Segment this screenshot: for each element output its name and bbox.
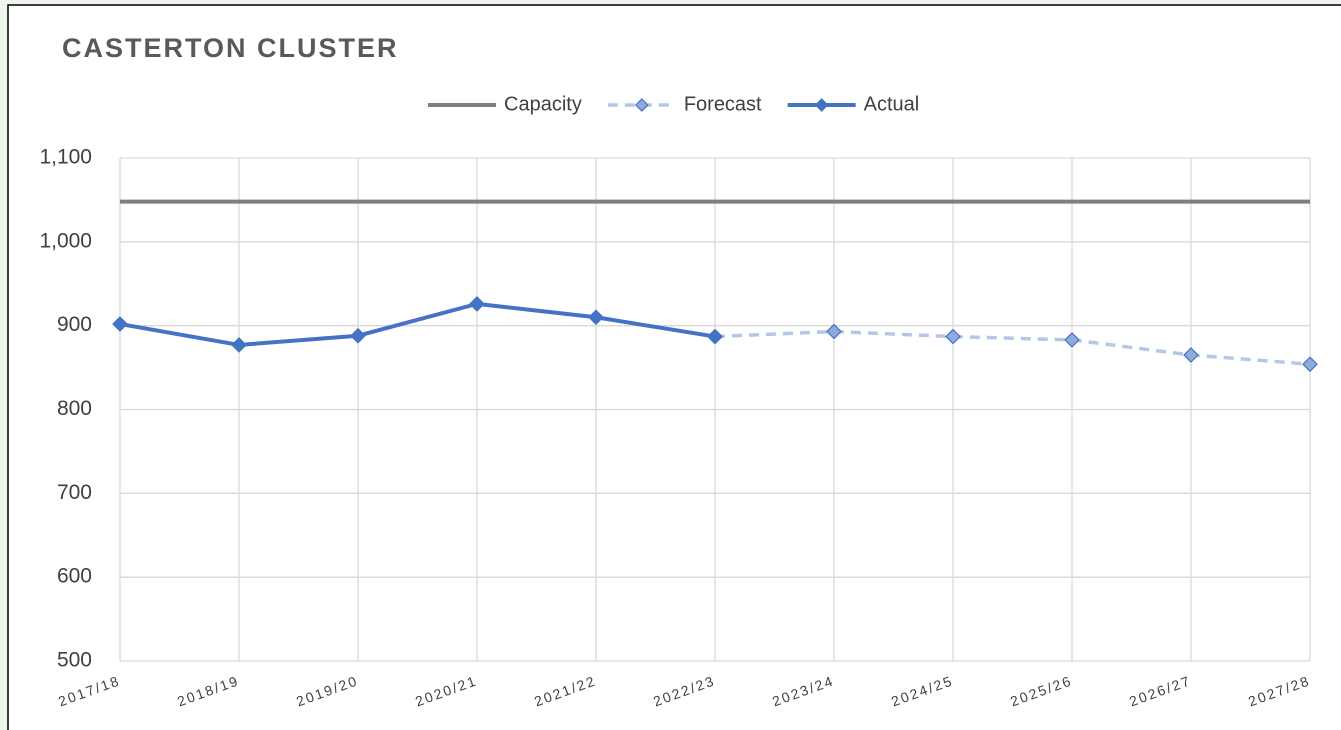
y-tick-label: 800	[57, 397, 92, 420]
chart-frame	[7, 4, 1341, 730]
legend-label: Actual	[864, 93, 920, 115]
series-marker	[826, 323, 842, 340]
series-marker	[469, 296, 485, 312]
series-marker	[588, 309, 604, 326]
series-marker	[350, 327, 366, 344]
y-tick-label: 700	[57, 481, 92, 504]
y-tick-label: 600	[57, 565, 92, 588]
series-marker	[1064, 332, 1080, 348]
y-tick-label: 1,100	[39, 146, 92, 169]
series-line	[119, 301, 716, 347]
series-marker	[707, 328, 723, 345]
series-marker	[1183, 347, 1199, 363]
y-tick-label: 900	[57, 313, 92, 336]
series-marker	[231, 337, 247, 353]
series-line	[714, 329, 1311, 366]
y-tick-label: 1,000	[39, 229, 92, 252]
legend-label: Forecast	[684, 93, 762, 115]
chart-title: CASTERTON CLUSTER	[62, 33, 399, 63]
series-marker	[112, 316, 128, 332]
series-marker	[1302, 356, 1318, 373]
legend-marker	[814, 98, 829, 112]
series-marker	[945, 328, 961, 345]
y-tick-label: 500	[57, 649, 92, 672]
legend-marker	[634, 98, 649, 112]
legend-label: Capacity	[504, 93, 582, 115]
